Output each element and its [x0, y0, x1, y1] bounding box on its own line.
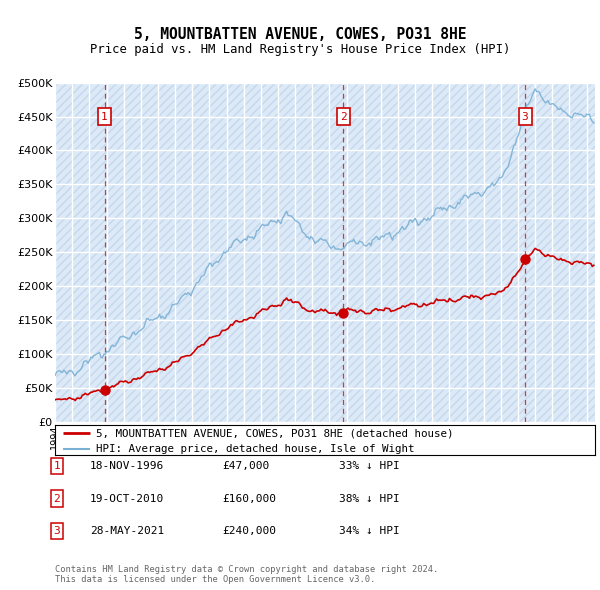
- Text: 5, MOUNTBATTEN AVENUE, COWES, PO31 8HE (detached house): 5, MOUNTBATTEN AVENUE, COWES, PO31 8HE (…: [96, 428, 453, 438]
- Text: 3: 3: [53, 526, 61, 536]
- Text: 38% ↓ HPI: 38% ↓ HPI: [339, 494, 400, 503]
- Text: 2: 2: [53, 494, 61, 503]
- Text: 18-NOV-1996: 18-NOV-1996: [90, 461, 164, 471]
- Text: Price paid vs. HM Land Registry's House Price Index (HPI): Price paid vs. HM Land Registry's House …: [90, 43, 510, 56]
- Text: 19-OCT-2010: 19-OCT-2010: [90, 494, 164, 503]
- Text: Contains HM Land Registry data © Crown copyright and database right 2024.
This d: Contains HM Land Registry data © Crown c…: [55, 565, 439, 584]
- Text: 34% ↓ HPI: 34% ↓ HPI: [339, 526, 400, 536]
- Text: 2: 2: [340, 112, 347, 122]
- Text: 33% ↓ HPI: 33% ↓ HPI: [339, 461, 400, 471]
- Text: 5, MOUNTBATTEN AVENUE, COWES, PO31 8HE: 5, MOUNTBATTEN AVENUE, COWES, PO31 8HE: [134, 27, 466, 42]
- Text: HPI: Average price, detached house, Isle of Wight: HPI: Average price, detached house, Isle…: [96, 444, 414, 454]
- Text: 1: 1: [53, 461, 61, 471]
- Text: £160,000: £160,000: [222, 494, 276, 503]
- Text: 28-MAY-2021: 28-MAY-2021: [90, 526, 164, 536]
- Text: 1: 1: [101, 112, 108, 122]
- Text: 3: 3: [522, 112, 529, 122]
- Text: £47,000: £47,000: [222, 461, 269, 471]
- Text: £240,000: £240,000: [222, 526, 276, 536]
